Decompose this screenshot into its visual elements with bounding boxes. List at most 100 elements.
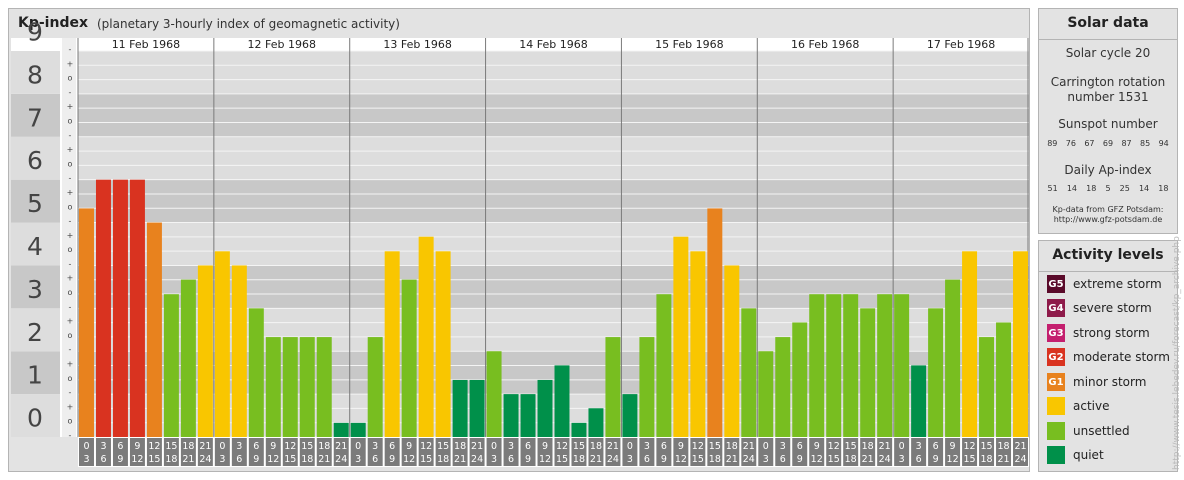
interval-end-label: 21 [590,454,602,465]
kp-chart-panel: Kp-index (planetary 3-hourly index of ge… [8,8,1030,472]
minor-tick-mark: + [67,317,74,326]
day-label: 12 Feb 1968 [248,38,316,51]
y-tick-label: 0 [27,404,43,433]
kp-bar [571,422,587,437]
kp-bar [469,379,485,437]
legend-label: extreme storm [1073,277,1162,291]
interval-end-label: 24 [199,454,211,465]
minor-tick-mark: o [68,245,73,254]
interval-start-label: 3 [508,441,514,452]
minor-tick-mark: o [68,74,73,83]
interval-start-label: 0 [491,441,497,452]
kp-bar [520,394,536,437]
kp-bar [673,236,689,437]
interval-cell [979,438,995,466]
chart-title: Kp-index [18,15,88,31]
interval-end-label: 24 [743,454,755,465]
y-tick-label: 9 [27,18,43,47]
y-axis-band [11,308,60,352]
minor-tick-mark: + [67,59,74,68]
interval-end-label: 15 [284,454,296,465]
interval-end-label: 15 [148,454,160,465]
interval-end-label: 3 [219,454,225,465]
solar-cycle: Solar cycle 20 [1065,46,1151,60]
interval-start-label: 12 [284,441,296,452]
kp-bar [367,337,383,437]
interval-start-label: 21 [471,441,483,452]
interval-cell [350,438,366,466]
kp-bar [996,322,1012,437]
kp-bar [180,279,196,437]
interval-cell [928,438,944,466]
interval-cell [333,438,349,466]
interval-end-label: 9 [933,454,939,465]
kp-bar [163,294,179,437]
interval-start-label: 18 [318,441,330,452]
interval-start-label: 18 [997,441,1009,452]
interval-start-label: 18 [590,441,602,452]
interval-end-label: 6 [100,454,106,465]
interval-start-label: 12 [420,441,432,452]
interval-end-label: 6 [508,454,514,465]
legend-label: severe storm [1073,301,1152,315]
minor-tick-mark: + [67,402,74,411]
interval-start-label: 18 [182,441,194,452]
interval-start-label: 12 [964,441,976,452]
interval-cell [809,438,825,466]
kp-level-band [78,222,1029,266]
minor-tick-mark: o [68,288,73,297]
minor-tick-mark: - [69,88,72,97]
sunspot-value: 94 [1158,139,1169,148]
interval-end-label: 15 [556,454,568,465]
interval-end-label: 18 [709,454,721,465]
interval-cell [79,438,94,466]
interval-cell [843,438,859,466]
interval-start-label: 21 [199,441,211,452]
interval-cell [741,438,757,466]
kp-bar [724,265,740,437]
interval-cell [163,438,179,466]
interval-cell [826,438,842,466]
interval-start-label: 6 [253,441,259,452]
kp-bar [962,251,978,437]
kp-bar [112,179,128,437]
interval-cell [520,438,536,466]
interval-start-label: 12 [556,441,568,452]
interval-end-label: 6 [372,454,378,465]
interval-end-label: 18 [845,454,857,465]
interval-cell [1013,438,1028,466]
kp-bar [775,337,791,437]
y-tick-label: 6 [27,146,43,175]
kp-bar [1013,251,1028,437]
interval-cell [775,438,791,466]
minor-tick-mark: - [69,259,72,268]
kp-bar [537,379,553,437]
interval-start-label: 0 [763,441,769,452]
solar-data-title: Solar data [1067,15,1149,31]
interval-end-label: 9 [253,454,259,465]
interval-cell [214,438,230,466]
minor-tick-mark: o [68,116,73,125]
y-axis-band [11,351,60,395]
interval-cell [316,438,332,466]
y-tick-label: 3 [27,275,43,304]
kp-bar [911,365,927,437]
interval-end-label: 18 [980,454,992,465]
kp-bar [928,308,944,437]
kp-bar [860,308,876,437]
source-credit: Kp-data from GFZ Potsdam: [1052,205,1164,214]
interval-end-label: 12 [811,454,823,465]
interval-start-label: 15 [709,441,721,452]
interval-start-label: 6 [797,441,803,452]
kp-bar [452,379,468,437]
interval-start-label: 18 [862,441,874,452]
kp-bar [792,322,808,437]
kp-bar [588,408,604,437]
interval-start-label: 3 [100,441,106,452]
interval-end-label: 21 [997,454,1009,465]
interval-start-label: 0 [219,441,225,452]
sunspot-value: 69 [1102,139,1114,148]
legend-item-extreme-storm: G5 extreme storm [1047,274,1162,294]
interval-end-label: 24 [335,454,347,465]
interval-cell [588,438,604,466]
